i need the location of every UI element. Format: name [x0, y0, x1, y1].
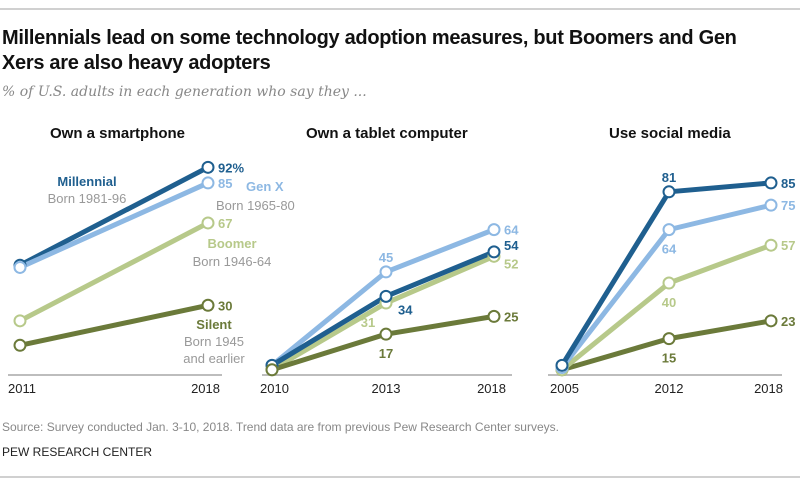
data-label: 57	[781, 238, 795, 253]
data-point	[764, 238, 778, 252]
data-point	[201, 216, 215, 230]
data-point	[13, 314, 27, 328]
legend-silent-born: Born 1945	[184, 334, 244, 349]
data-point	[662, 223, 676, 237]
bottom-rule	[0, 476, 800, 478]
data-label: 52	[504, 256, 518, 271]
legend-millennial-name: Millennial	[57, 174, 116, 189]
x-tick-label: 2018	[191, 381, 220, 396]
data-point	[201, 160, 215, 174]
legend-boomer-name: Boomer	[207, 236, 256, 251]
data-point	[662, 332, 676, 346]
x-tick-label: 2005	[550, 381, 579, 396]
data-point	[379, 289, 393, 303]
legend-genx-born: Born 1965-80	[216, 198, 295, 213]
x-tick-label: 2010	[260, 381, 289, 396]
x-tick-label: 2012	[655, 381, 684, 396]
source-note: Source: Survey conducted Jan. 3-10, 2018…	[2, 420, 559, 434]
x-tick-label: 2011	[8, 381, 36, 396]
data-point	[764, 314, 778, 328]
panel-title-smartphone: Own a smartphone	[50, 125, 186, 142]
series-line-gen-x	[18, 180, 210, 270]
x-tick-label: 2013	[372, 381, 401, 396]
data-point	[379, 265, 393, 279]
x-tick-label: 2018	[754, 381, 783, 396]
data-point	[662, 185, 676, 199]
data-label: 17	[379, 346, 393, 361]
data-label: 40	[662, 295, 676, 310]
legend-silent-born-cont: and earlier	[183, 351, 245, 366]
data-label: 64	[662, 242, 677, 257]
data-point	[662, 276, 676, 290]
data-label: 25	[504, 309, 518, 324]
data-point	[13, 338, 27, 352]
data-label: 67	[218, 216, 232, 231]
data-point	[764, 198, 778, 212]
data-point	[487, 223, 501, 237]
data-label: 75	[781, 198, 795, 213]
series-line-boomer	[18, 220, 210, 324]
data-label: 54	[504, 238, 519, 253]
data-label: 45	[379, 250, 393, 265]
data-label: 15	[662, 351, 676, 366]
data-label: 23	[781, 314, 795, 329]
data-point	[764, 176, 778, 190]
panel-title-social-media: Use social media	[609, 125, 731, 142]
chart-title: Millennials lead on some technology adop…	[2, 27, 737, 74]
data-label: 85	[218, 176, 232, 191]
panel-title-tablet: Own a tablet computer	[306, 125, 468, 142]
x-tick-label: 2018	[477, 381, 506, 396]
data-point	[379, 327, 393, 341]
data-point	[201, 176, 215, 190]
legend-genx-name: Gen X	[246, 179, 284, 194]
data-label: 81	[662, 170, 676, 185]
chart-subtitle: % of U.S. adults in each generation who …	[2, 84, 367, 100]
series-line-millennial	[18, 165, 210, 268]
organization-credit: PEW RESEARCH CENTER	[2, 445, 153, 459]
data-point	[487, 309, 501, 323]
data-point	[265, 363, 279, 377]
data-point	[555, 358, 569, 372]
data-label: 92%	[218, 160, 244, 175]
legend-millennial-born: Born 1981-96	[48, 191, 127, 206]
data-point	[201, 298, 215, 312]
series-line-silent	[19, 302, 209, 348]
data-label: 34	[398, 302, 413, 317]
data-label: 85	[781, 176, 795, 191]
data-label: 30	[218, 298, 232, 313]
data-point	[13, 260, 27, 274]
legend-silent-name: Silent	[196, 317, 232, 332]
data-label: 64	[504, 223, 519, 238]
legend-boomer-born: Born 1946-64	[193, 254, 272, 269]
data-point	[487, 245, 501, 259]
data-label: 31	[361, 315, 375, 330]
top-rule	[0, 8, 800, 10]
